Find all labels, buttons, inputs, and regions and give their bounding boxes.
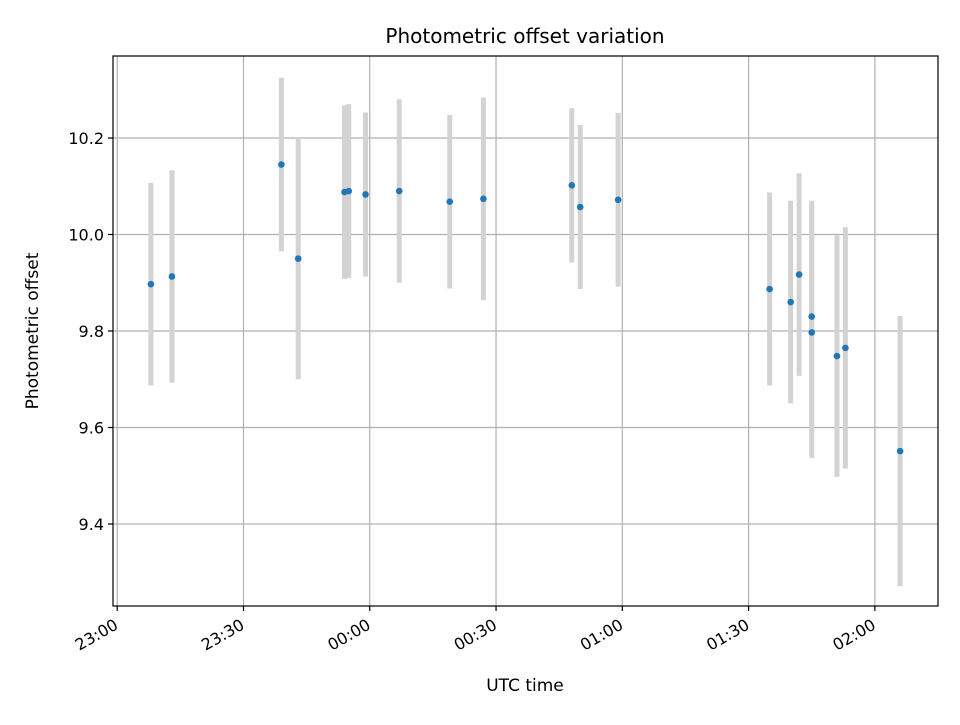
y-tick-label: 9.8 xyxy=(79,322,104,341)
data-point xyxy=(766,285,773,293)
data-point xyxy=(480,195,487,203)
data-point xyxy=(808,329,816,336)
data-point xyxy=(896,447,904,455)
y-tick-label: 10.0 xyxy=(68,226,104,245)
data-point xyxy=(568,181,576,189)
data-point xyxy=(168,273,176,280)
data-point xyxy=(345,187,353,195)
data-point xyxy=(808,313,816,320)
data-point xyxy=(446,198,454,206)
data-point xyxy=(147,280,155,288)
y-axis-label: Photometric offset xyxy=(23,252,43,409)
data-point xyxy=(294,255,302,262)
data-point xyxy=(787,298,794,306)
y-tick-label: 9.4 xyxy=(79,515,104,534)
x-axis-label: UTC time xyxy=(486,676,564,696)
y-tick-label: 10.2 xyxy=(68,129,104,148)
data-points xyxy=(147,161,904,455)
data-point xyxy=(362,191,369,198)
data-point xyxy=(842,344,849,352)
data-point xyxy=(278,161,285,168)
chart-title: Photometric offset variation xyxy=(385,24,664,48)
data-point xyxy=(576,203,584,211)
data-point xyxy=(833,352,841,360)
data-point xyxy=(795,271,803,278)
y-tick-label: 9.6 xyxy=(79,418,104,437)
data-point xyxy=(614,196,622,204)
y-axis-ticks: 9.4 9.6 9.8 10.0 10.2 xyxy=(68,129,113,534)
data-point xyxy=(395,187,403,195)
